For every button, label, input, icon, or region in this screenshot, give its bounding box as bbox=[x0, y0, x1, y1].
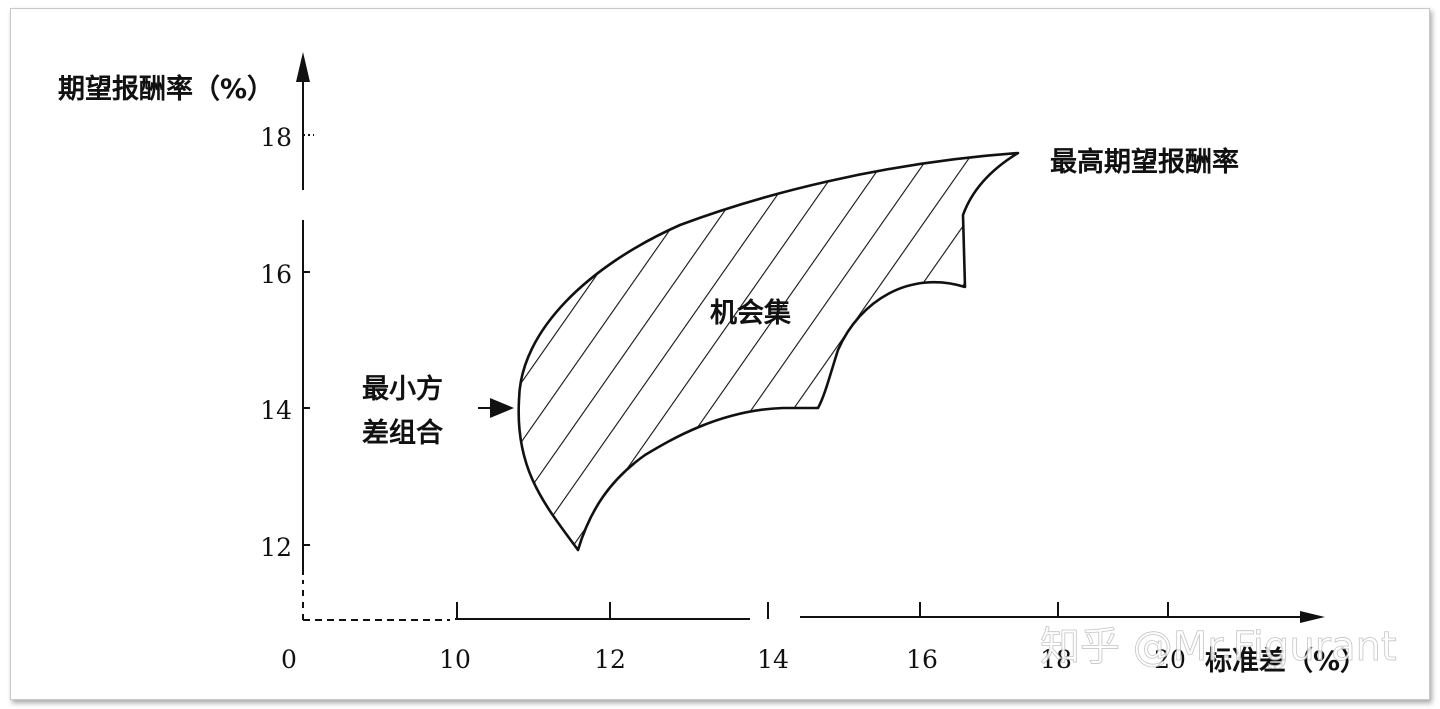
y-tick-label: 14 bbox=[260, 396, 292, 425]
y-tick-label: 12 bbox=[260, 533, 292, 562]
y-tick-label: 18 bbox=[260, 123, 292, 152]
x-tick-label: 18 bbox=[1040, 645, 1072, 674]
x-tick-label: 12 bbox=[594, 645, 626, 674]
x-axis bbox=[303, 602, 1325, 623]
x-tick-label: 10 bbox=[439, 645, 471, 674]
opportunity-set-region bbox=[517, 151, 1020, 552]
x-tick-label: 16 bbox=[906, 645, 938, 674]
min-variance-label-line1: 最小方 bbox=[362, 373, 443, 405]
x-tick-label: 14 bbox=[757, 645, 789, 674]
watermark: 知乎 @Mr.Figurant bbox=[1040, 624, 1397, 670]
x-tick-label: 20 bbox=[1154, 645, 1186, 674]
x-origin-label: 0 bbox=[281, 645, 297, 674]
y-axis bbox=[296, 52, 314, 620]
y-tick-label: 16 bbox=[260, 260, 292, 289]
y-axis-title: 期望报酬率（%） bbox=[58, 73, 274, 105]
x-axis-arrow-icon bbox=[1300, 611, 1325, 623]
opportunity-set-label: 机会集 bbox=[710, 297, 792, 329]
min-variance-label-line2: 差组合 bbox=[362, 417, 443, 449]
x-axis-title: 标准差（%） bbox=[1205, 645, 1367, 677]
y-axis-arrow-icon bbox=[296, 52, 310, 82]
max-return-label: 最高期望报酬率 bbox=[1050, 146, 1239, 178]
